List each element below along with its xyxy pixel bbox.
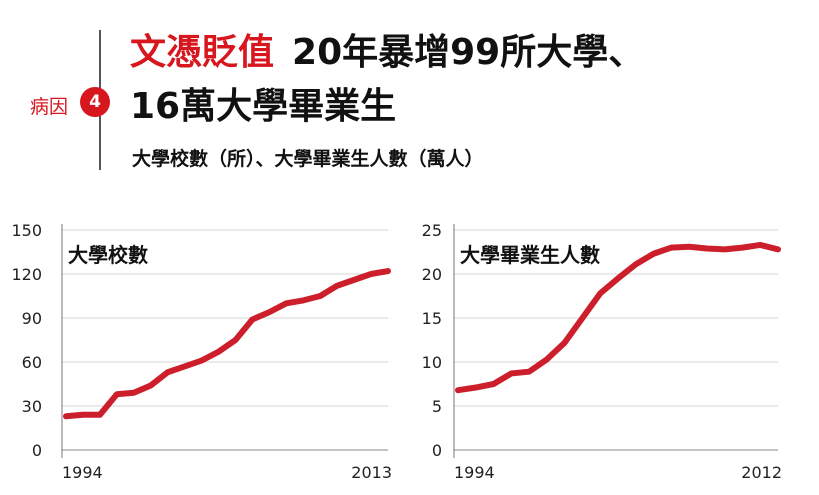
title-highlight: 文憑貶值 [130, 32, 275, 73]
cause-number-badge: 4 [80, 87, 110, 117]
y-tick-label-5: 5 [432, 397, 442, 416]
y-tick-label-90: 90 [22, 309, 42, 328]
y-tick-label-25: 25 [422, 221, 442, 240]
data-point-1998 [132, 391, 136, 395]
title-rest: 20年暴增99所大學、 [292, 32, 645, 73]
data-point-2006 [267, 310, 271, 314]
data-point-2012 [369, 272, 373, 276]
graduates-count-chart: 0 5 10 15 20 25 1994 2012 大學畢業生人數 [422, 221, 782, 482]
data-point-2003 [217, 350, 221, 354]
data-point-1999 [149, 383, 153, 387]
y-tick-label-0: 0 [432, 441, 442, 460]
data-point-2013 [386, 269, 390, 273]
y-tick-label-15: 15 [422, 309, 442, 328]
data-point-2010 [740, 246, 744, 250]
data-point-2005 [250, 317, 254, 321]
data-point-2012 [776, 247, 780, 251]
data-point-1994 [456, 388, 460, 392]
infographic-header: 病因 4 文憑貶值 20年暴增99所大學、 16萬大學畢業生 大學校數（所）、大學… [0, 0, 819, 180]
data-point-1995 [81, 413, 85, 417]
data-point-2007 [284, 301, 288, 305]
y-tick-label-0: 0 [32, 441, 42, 460]
y-tick-label-120: 120 [11, 265, 42, 284]
y-tick-label-150: 150 [11, 221, 42, 240]
series-line-0 [63, 268, 391, 420]
data-point-2000 [563, 341, 567, 345]
x-tick-label-end: 2013 [351, 463, 392, 482]
y-tick-label-30: 30 [22, 397, 42, 416]
chart-inner-title: 大學畢業生人數 [460, 243, 600, 267]
universities-count-chart: 0 30 60 90 120 150 1994 2013 大學校數 [11, 221, 392, 482]
data-point-2004 [634, 262, 638, 266]
cause-label: 病因 [30, 96, 69, 118]
data-point-2011 [758, 243, 762, 247]
data-point-2007 [687, 245, 691, 249]
chart-inner-title: 大學校數 [68, 243, 148, 267]
data-point-2000 [166, 370, 170, 374]
data-point-1999 [545, 357, 549, 361]
data-point-1997 [115, 392, 119, 396]
title-line-2: 16萬大學畢業生 [130, 86, 397, 127]
x-tick-label-start: 1994 [62, 463, 103, 482]
y-tick-label-10: 10 [422, 353, 442, 372]
data-point-2003 [616, 276, 620, 280]
y-tick-label-60: 60 [22, 353, 42, 372]
title-line-1: 文憑貶值 20年暴增99所大學、 [130, 30, 644, 76]
data-point-2005 [652, 252, 656, 256]
data-point-2001 [183, 364, 187, 368]
data-point-2011 [352, 278, 356, 282]
data-point-2002 [598, 291, 602, 295]
data-point-2002 [200, 359, 204, 363]
data-point-1996 [98, 413, 102, 417]
data-point-2009 [723, 247, 727, 251]
y-tick-label-20: 20 [422, 265, 442, 284]
data-point-1995 [474, 386, 478, 390]
data-point-2008 [301, 298, 305, 302]
data-point-2009 [318, 294, 322, 298]
data-point-2001 [580, 316, 584, 320]
data-point-2004 [233, 338, 237, 342]
data-point-1994 [64, 414, 68, 418]
data-point-2010 [335, 284, 339, 288]
data-point-2008 [705, 246, 709, 250]
x-tick-label-start: 1994 [454, 463, 495, 482]
data-point-1998 [527, 370, 531, 374]
x-tick-label-end: 2012 [741, 463, 782, 482]
data-point-1996 [492, 382, 496, 386]
data-point-1997 [509, 371, 513, 375]
data-point-2006 [669, 246, 673, 250]
subtitle: 大學校數（所）、大學畢業生人數（萬人） [132, 148, 484, 170]
